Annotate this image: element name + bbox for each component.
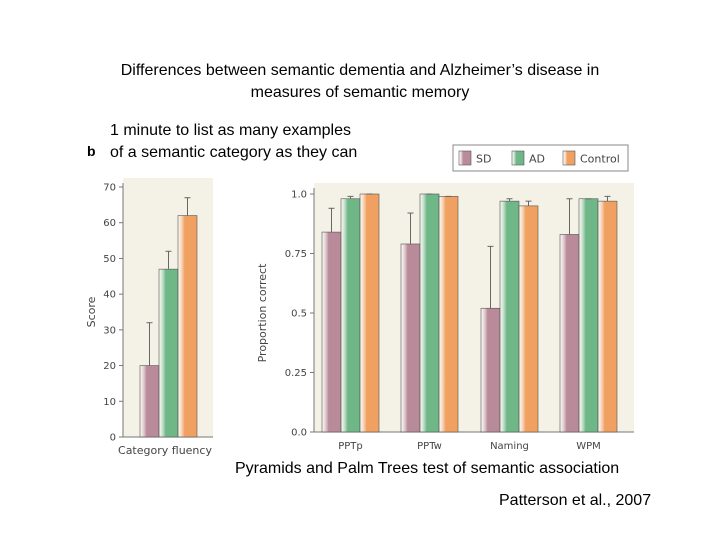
y-tick-label: 70	[103, 183, 116, 194]
y-tick-label: 1.0	[291, 190, 307, 201]
bar-sd-wpm	[559, 234, 580, 433]
x-tick-label: Category fluency	[118, 444, 212, 457]
x-tick-label: Naming	[490, 441, 529, 452]
fluency-description: 1 minute to list as many examples of a s…	[110, 120, 357, 164]
y-tick-label: 20	[103, 361, 116, 372]
panel-label: b	[87, 143, 96, 159]
bar-sd-pptw	[400, 243, 421, 433]
bar-sd-naming	[480, 307, 501, 433]
bar-control-pptp	[359, 193, 380, 433]
y-axis-label: Score	[85, 296, 98, 327]
bar-ad-pptw	[419, 193, 440, 433]
y-tick-label: 30	[103, 325, 116, 336]
y-tick-label: 0.0	[291, 428, 307, 439]
legend-swatch-control	[562, 150, 576, 166]
bar-control-pptw	[438, 196, 459, 433]
legend-label-control: Control	[580, 153, 620, 166]
bar-ad-pptp	[340, 198, 361, 433]
chart-title: Differences between semantic dementia an…	[60, 60, 660, 104]
figure-caption: Pyramids and Palm Trees test of semantic…	[235, 460, 620, 477]
bar-sd-pptp	[321, 231, 342, 433]
legend-label-ad: AD	[529, 153, 545, 166]
y-tick-label: 10	[103, 397, 116, 408]
y-axis-label: Proportion correct	[256, 263, 269, 362]
legend-box	[452, 144, 629, 172]
y-tick-label: 60	[103, 218, 116, 229]
bar-ad	[158, 268, 179, 438]
bar-ad-wpm	[578, 198, 599, 433]
y-tick-label: 0.25	[285, 368, 307, 379]
x-tick-label: PPTp	[338, 441, 363, 452]
legend-swatch-ad	[511, 150, 525, 166]
bar-control-naming	[518, 205, 539, 433]
category-fluency-chart: 0 10 20 30 40 50 60 70 Score Category fluency	[85, 178, 213, 457]
y-tick-label: 0.5	[291, 309, 307, 320]
y-tick-label: 50	[103, 254, 116, 265]
legend: SD AD Control	[452, 144, 629, 172]
legend-label-sd: SD	[476, 153, 491, 166]
title-line-2: measures of semantic memory	[250, 84, 470, 101]
y-tick-label: 40	[103, 290, 116, 301]
title-line-1: Differences between semantic dementia an…	[120, 62, 600, 79]
y-tick-label: 0	[110, 433, 116, 444]
fluency-description-line-2: of a semantic category as they can	[110, 144, 358, 161]
bar-ad-naming	[499, 200, 520, 433]
bar-control	[177, 215, 198, 438]
bar-control-wpm	[597, 200, 618, 433]
legend-swatch-sd	[458, 150, 472, 166]
x-tick-label: PPTw	[417, 441, 442, 452]
bar-sd	[139, 365, 160, 438]
citation: Patterson et al., 2007	[499, 492, 652, 509]
fluency-description-line-1: 1 minute to list as many examples	[110, 122, 351, 139]
x-tick-label: WPM	[576, 441, 601, 452]
semantic-tests-chart: 0.0 0.25 0.5 0.75 1.0 Proportion correct PPTp P…	[256, 144, 634, 452]
y-tick-label: 0.75	[285, 249, 307, 260]
